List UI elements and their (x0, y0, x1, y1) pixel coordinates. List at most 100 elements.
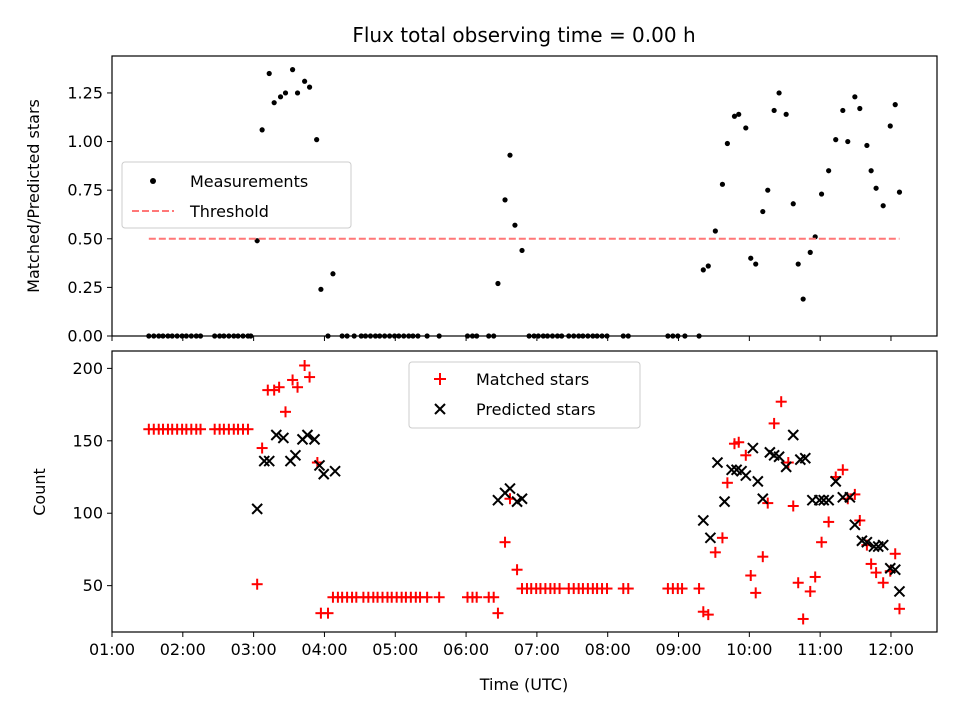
measurement-point (700, 267, 706, 273)
matched-stars-point (809, 571, 821, 583)
predicted-stars-point (725, 464, 738, 476)
matched-stars-point (893, 603, 905, 615)
matched-stars-point (865, 558, 877, 570)
measurement-point (314, 137, 320, 143)
matched-stars-point (775, 396, 787, 408)
predicted-stars-point (799, 452, 811, 464)
bottom-y-tick-label: 100 (72, 504, 103, 523)
measurement-point (795, 261, 801, 267)
measurement-point (868, 168, 874, 174)
measurement-point (294, 90, 301, 96)
measurement-point (864, 142, 870, 149)
x-tick-label: 11:00 (797, 640, 843, 659)
matched-stars-point (750, 587, 762, 599)
measurement-point (507, 152, 513, 158)
bottom-y-axis-label: Count (30, 468, 49, 516)
predicted-stars-point (822, 494, 835, 506)
matched-stars-point (823, 516, 835, 528)
legend-label-measurements: Measurements (190, 172, 308, 191)
matched-stars-point (877, 577, 889, 589)
predicted-stars-point (697, 514, 710, 527)
measurement-point (502, 197, 508, 203)
measurement-point (892, 102, 898, 108)
measurement-point (765, 187, 771, 193)
measurement-point (896, 189, 903, 195)
predicted-stars-point (313, 459, 326, 472)
x-tick-label: 05:00 (372, 640, 418, 659)
matched-stars-point (273, 381, 285, 393)
measurement-point (512, 222, 518, 228)
matched-stars-point (279, 406, 291, 418)
matched-stars-point (757, 551, 769, 563)
measurement-point (719, 181, 726, 187)
predicted-stars-point (718, 495, 731, 508)
predicted-stars-point (270, 429, 282, 441)
measurement-point (748, 255, 754, 261)
chart-title: Flux total observing time = 0.00 h (352, 23, 695, 47)
matched-stars-point (471, 591, 483, 603)
matched-stars-point (499, 536, 511, 548)
measurement-point (840, 107, 846, 114)
measurement-point (259, 127, 265, 133)
matched-stars-point (195, 423, 207, 435)
measurement-point (852, 94, 858, 100)
matched-stars-point (492, 607, 504, 619)
predicted-stars-point (893, 585, 906, 598)
bottom-panel: 50 100 150 200 01:00 02:00 03:00 04:00 05:00 06:0… (30, 350, 938, 694)
matched-stars-point (709, 546, 721, 558)
x-tick-label: 02:00 (160, 640, 206, 659)
measurement-point (330, 271, 336, 277)
measurement-point (724, 140, 730, 147)
legend-marker-matched (434, 373, 446, 385)
measurement-point (271, 100, 277, 106)
measurement-point (771, 107, 777, 114)
x-tick-label: 12:00 (868, 640, 914, 659)
predicted-stars-point (711, 456, 724, 469)
measurement-point (318, 286, 324, 292)
predicted-stars-point (849, 519, 861, 531)
matched-stars-point (816, 536, 828, 548)
bottom-plot-marks (143, 359, 906, 625)
matched-stars-point (716, 532, 728, 544)
predicted-stars-point (277, 432, 290, 444)
predicted-stars-point (889, 564, 901, 576)
measurement-point (254, 238, 260, 244)
x-tick-label: 03:00 (231, 640, 277, 659)
measurement-point (857, 105, 863, 112)
top-legend-box (121, 161, 352, 229)
matched-stars-point (433, 591, 445, 603)
predicted-stars-point (289, 449, 302, 461)
top-axis-ticks: 0.00 0.25 0.50 0.75 1.00 1.25 (67, 83, 892, 346)
matched-stars-point (721, 477, 733, 489)
top-y-tick-label: 0.25 (67, 278, 103, 297)
predicted-stars-point (308, 433, 321, 446)
measurement-point (790, 201, 796, 207)
measurement-point (753, 261, 759, 267)
matched-stars-point (299, 359, 311, 371)
matched-stars-point (242, 423, 254, 435)
measurement-point (302, 78, 308, 84)
measurement-point (845, 138, 851, 145)
matched-stars-point (768, 417, 780, 429)
measurement-point (833, 137, 839, 143)
predicted-stars-point (813, 494, 826, 506)
matched-stars-point (804, 585, 816, 597)
top-y-tick-label: 0.00 (67, 327, 103, 346)
matched-stars-point (304, 371, 316, 383)
matched-stars-point (421, 591, 433, 603)
predicted-stars-point (747, 442, 759, 454)
measurement-point (818, 191, 825, 197)
matched-stars-point (787, 500, 799, 512)
top-y-tick-label: 0.50 (67, 229, 103, 248)
predicted-stars-point (251, 503, 263, 515)
measurement-point (776, 90, 782, 96)
legend-label-predicted: Predicted stars (476, 400, 596, 419)
top-y-tick-label: 1.25 (67, 83, 103, 102)
bottom-y-tick-label: 150 (72, 431, 103, 450)
matched-stars-point (622, 583, 634, 595)
bottom-legend-box (408, 361, 641, 429)
bottom-legend: Matched stars Predicted stars (408, 361, 641, 429)
predicted-stars-point (263, 455, 275, 467)
matched-stars-point (251, 578, 263, 590)
